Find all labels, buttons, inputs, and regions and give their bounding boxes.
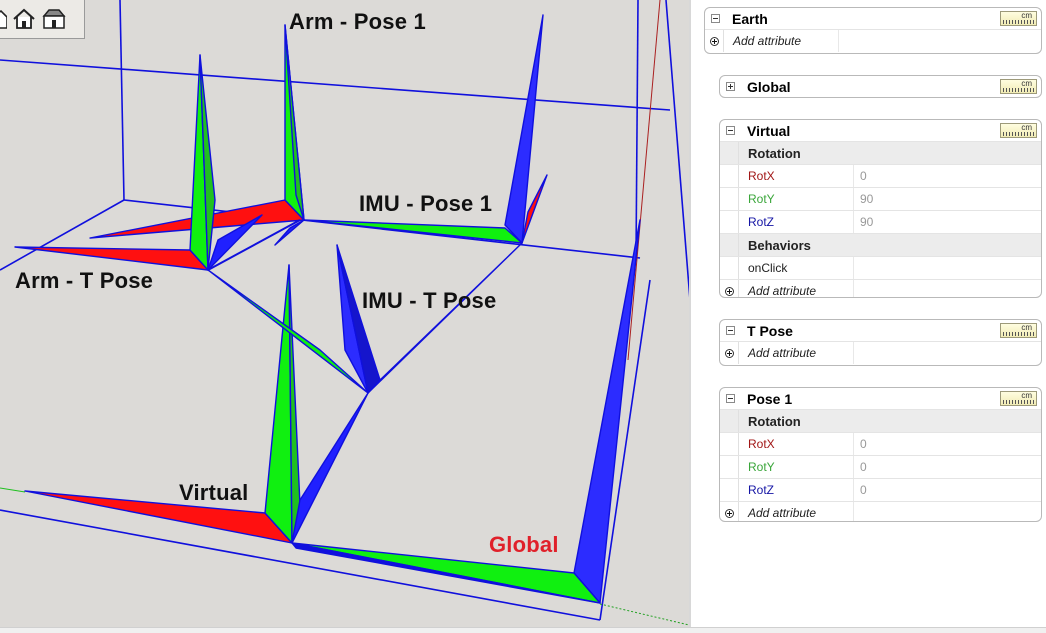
view-toolbar — [0, 0, 85, 39]
component-title: Earth — [732, 10, 768, 27]
attribute-name: RotZ — [739, 479, 854, 501]
scene-drawing — [0, 0, 689, 626]
component-header[interactable]: Pose 1 cm — [720, 388, 1041, 409]
add-icon[interactable] — [724, 286, 734, 296]
attribute-value[interactable]: 0 — [860, 483, 867, 497]
side-view-button[interactable] — [0, 4, 9, 34]
attribute-name: RotX — [739, 165, 854, 187]
add-attribute-label[interactable]: Add attribute — [739, 502, 854, 521]
add-attribute-label[interactable]: Add attribute — [724, 30, 839, 52]
attribute-name: RotZ — [739, 211, 854, 233]
status-bar — [0, 627, 1046, 633]
house-top-icon — [42, 9, 66, 29]
component-global: Global cm — [719, 75, 1042, 98]
attribute-name: onClick — [739, 257, 854, 279]
attribute-row-roty[interactable]: RotY 0 — [720, 455, 1041, 478]
component-attributes-panel: Earth cm Add attribute Global cm Virtual… — [691, 0, 1046, 627]
units-button[interactable]: cm — [1000, 323, 1037, 338]
attribute-name: RotY — [739, 188, 854, 210]
attribute-name: RotY — [739, 456, 854, 478]
model-viewport[interactable]: Arm - Pose 1 IMU - Pose 1 Arm - T Pose I… — [0, 0, 689, 627]
label-arm-pose1: Arm - Pose 1 — [289, 9, 426, 34]
component-title: Virtual — [747, 122, 791, 139]
add-icon[interactable] — [709, 36, 719, 46]
add-icon[interactable] — [724, 348, 734, 358]
label-arm-tpose: Arm - T Pose — [15, 268, 154, 293]
label-virtual: Virtual — [179, 480, 249, 505]
attribute-value[interactable]: 90 — [860, 215, 874, 229]
attribute-row-rotz[interactable]: RotZ 90 — [720, 210, 1041, 233]
ruler-icon — [1003, 132, 1034, 136]
house-side-icon — [0, 9, 7, 29]
units-button[interactable]: cm — [1000, 11, 1037, 26]
attribute-row-rotz[interactable]: RotZ 0 — [720, 478, 1041, 501]
component-header[interactable]: Earth cm — [705, 8, 1041, 29]
component-header[interactable]: T Pose cm — [720, 320, 1041, 341]
collapse-icon[interactable] — [726, 394, 735, 403]
attribute-group-behaviors: Behaviors — [720, 233, 1041, 256]
attribute-value[interactable]: 0 — [860, 169, 867, 183]
attribute-row-rotx[interactable]: RotX 0 — [720, 432, 1041, 455]
top-view-button[interactable] — [39, 4, 69, 34]
ruler-icon — [1003, 20, 1034, 24]
units-button[interactable]: cm — [1000, 391, 1037, 406]
add-attribute-label[interactable]: Add attribute — [739, 280, 854, 297]
component-title: Pose 1 — [747, 390, 793, 407]
units-button[interactable]: cm — [1000, 123, 1037, 138]
attribute-name: RotX — [739, 433, 854, 455]
add-attribute-label[interactable]: Add attribute — [739, 342, 854, 364]
ruler-icon — [1003, 332, 1034, 336]
add-attribute-row[interactable]: Add attribute — [720, 341, 1041, 364]
component-title: Global — [747, 78, 791, 95]
label-imu-tpose: IMU - T Pose — [362, 288, 497, 313]
units-button[interactable]: cm — [1000, 79, 1037, 94]
label-imu-pose1: IMU - Pose 1 — [359, 191, 493, 216]
attribute-row-onclick[interactable]: onClick — [720, 256, 1041, 279]
collapse-icon[interactable] — [726, 326, 735, 335]
component-title: T Pose — [747, 322, 793, 339]
attribute-value[interactable]: 90 — [860, 192, 874, 206]
component-virtual: Virtual cm Rotation RotX 0 RotY 90 RotZ … — [719, 119, 1042, 298]
add-icon[interactable] — [724, 508, 734, 518]
component-t-pose: T Pose cm Add attribute — [719, 319, 1042, 366]
attribute-row-rotx[interactable]: RotX 0 — [720, 164, 1041, 187]
component-header[interactable]: Global cm — [720, 76, 1041, 97]
add-attribute-row[interactable]: Add attribute — [720, 501, 1041, 521]
ruler-icon — [1003, 400, 1034, 404]
collapse-icon[interactable] — [726, 126, 735, 135]
component-header[interactable]: Virtual cm — [720, 120, 1041, 141]
attribute-group-rotation: Rotation — [720, 409, 1041, 432]
add-attribute-row[interactable]: Add attribute — [705, 29, 1041, 52]
panel-splitter[interactable] — [689, 0, 691, 633]
front-view-button[interactable] — [9, 4, 39, 34]
attribute-value[interactable]: 0 — [860, 460, 867, 474]
label-global: Global — [489, 532, 559, 557]
attribute-row-roty[interactable]: RotY 90 — [720, 187, 1041, 210]
component-pose-1: Pose 1 cm Rotation RotX 0 RotY 0 RotZ 0 … — [719, 387, 1042, 522]
attribute-value[interactable]: 0 — [860, 437, 867, 451]
expand-icon[interactable] — [726, 82, 735, 91]
attribute-group-rotation: Rotation — [720, 141, 1041, 164]
component-earth: Earth cm Add attribute — [704, 7, 1042, 54]
add-attribute-row[interactable]: Add attribute — [720, 279, 1041, 297]
house-front-icon — [13, 8, 35, 29]
ruler-icon — [1003, 88, 1034, 92]
collapse-icon[interactable] — [711, 14, 720, 23]
